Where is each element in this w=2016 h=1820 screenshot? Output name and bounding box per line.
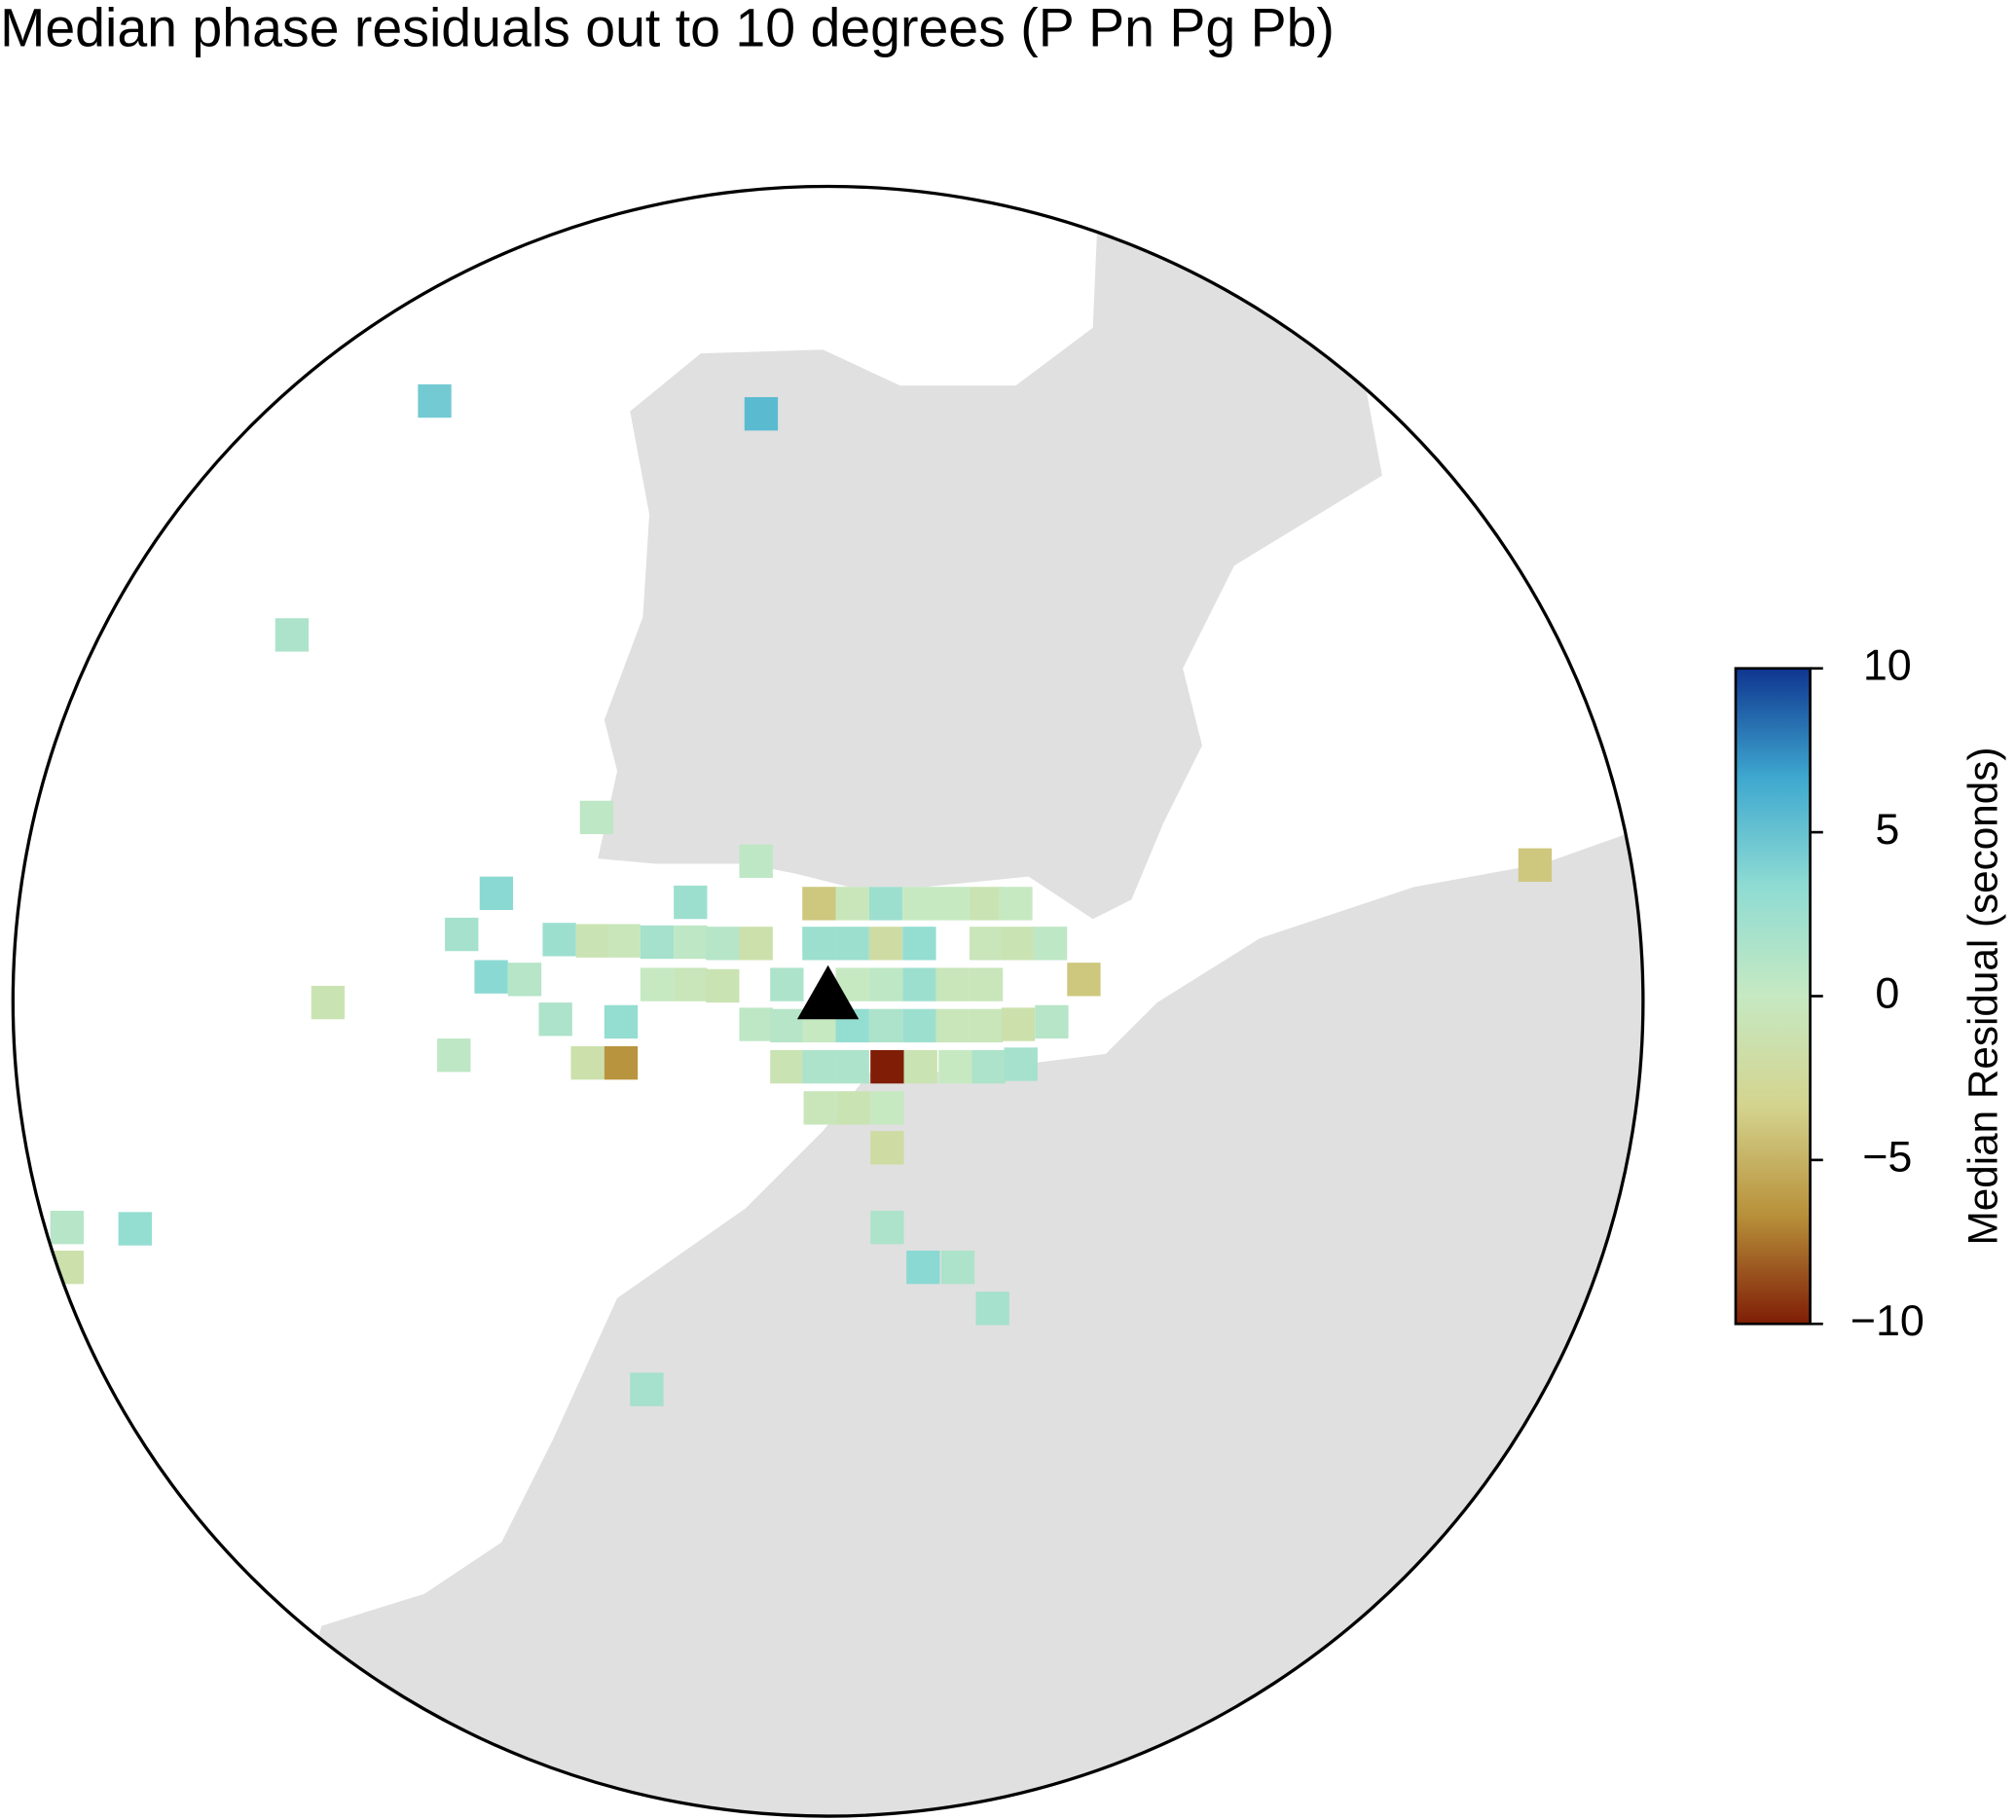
residual-cell (604, 1045, 639, 1080)
land (598, 186, 1382, 920)
residual-cell (706, 927, 740, 961)
residual-cell (903, 1049, 937, 1084)
residual-cell (868, 1008, 903, 1043)
residual-cell (969, 967, 1004, 1001)
residual-cell (579, 800, 614, 835)
residual-cell (1518, 848, 1553, 882)
residual-cell (902, 1008, 936, 1043)
residual-cell (50, 1211, 84, 1245)
residual-cell (802, 1049, 836, 1084)
residual-cell (674, 967, 708, 1001)
residual-cell (835, 887, 869, 921)
residual-cell (902, 887, 936, 921)
residual-cell (479, 876, 514, 910)
residual-cell (935, 887, 970, 921)
residual-cell (802, 927, 836, 961)
colorbar-tick-label: 10 (1863, 640, 1912, 690)
residual-cell (868, 967, 903, 1001)
residual-cell (803, 1091, 837, 1125)
residual-cell (1035, 1004, 1069, 1039)
residual-cell (474, 960, 508, 994)
residual-cell (902, 967, 936, 1001)
residual-cell (969, 927, 1004, 961)
residual-cell (739, 1007, 773, 1041)
colorbar-tick-label: −10 (1851, 1295, 1924, 1345)
residual-cell (835, 1049, 869, 1084)
colorbar-tick-label: 5 (1875, 804, 1899, 854)
residual-cell (437, 1038, 471, 1073)
residual-cell (940, 1250, 975, 1285)
residual-cell (902, 927, 936, 961)
residual-cell (870, 1091, 904, 1125)
residual-cell (770, 1049, 804, 1084)
residual-cell (802, 887, 836, 921)
residual-cell (674, 925, 708, 960)
residual-cell (275, 618, 310, 652)
residual-cell (604, 1004, 639, 1039)
land (257, 822, 1643, 1817)
map (50, 186, 1643, 1817)
residual-cell (640, 925, 675, 960)
residual-cell (969, 1008, 1004, 1043)
residual-cell (542, 923, 576, 957)
residual-cell (938, 1049, 972, 1084)
map-frame (11, 184, 1645, 1818)
residual-cell (770, 1008, 804, 1043)
residual-cell (971, 1049, 1006, 1084)
residual-cell (538, 1002, 572, 1037)
residual-cell (1001, 1007, 1036, 1041)
residual-cell (935, 967, 970, 1001)
residual-cell (1033, 927, 1068, 961)
residual-cell (975, 1292, 1009, 1326)
residual-cell (570, 1045, 605, 1080)
residual-cell (640, 967, 675, 1001)
residual-cell (507, 963, 542, 997)
residual-cell (868, 927, 903, 961)
residual-cell (1067, 963, 1101, 997)
station (796, 965, 860, 1020)
residual-cell (1004, 1047, 1038, 1081)
residual-cell (630, 1372, 664, 1406)
residual-cell (835, 927, 869, 961)
residual-cell (969, 887, 1004, 921)
residual-cell (706, 968, 740, 1003)
colorbar-tick-label: 0 (1875, 967, 1899, 1017)
residual-cell (739, 927, 773, 961)
residual-cell (418, 383, 452, 419)
residual-cell (836, 1091, 871, 1125)
residual-cell (606, 924, 641, 958)
residual-cell (118, 1212, 152, 1246)
colorbar-tick-label: −5 (1862, 1132, 1912, 1182)
residual-cell (739, 844, 773, 878)
residual-cell (770, 967, 804, 1001)
chart-title: Median phase residuals out to 10 degrees… (0, 0, 1335, 58)
residual-cell (935, 1008, 970, 1043)
residual-cell (906, 1250, 940, 1285)
residual-cell (870, 1211, 904, 1245)
residual-cell (674, 885, 708, 920)
residual-cell (868, 887, 903, 921)
residual-cell (1001, 927, 1036, 961)
colorbar-label: Median Residual (seconds) (1961, 747, 2006, 1246)
residual-cell (575, 924, 610, 958)
residual-cell (870, 1049, 904, 1084)
residual-cell (999, 887, 1033, 921)
residual-cell (870, 1131, 904, 1165)
residual-cell (744, 397, 779, 431)
residual-cell (445, 917, 479, 952)
residual-cell (311, 985, 346, 1020)
colorbar (1734, 667, 1812, 1326)
